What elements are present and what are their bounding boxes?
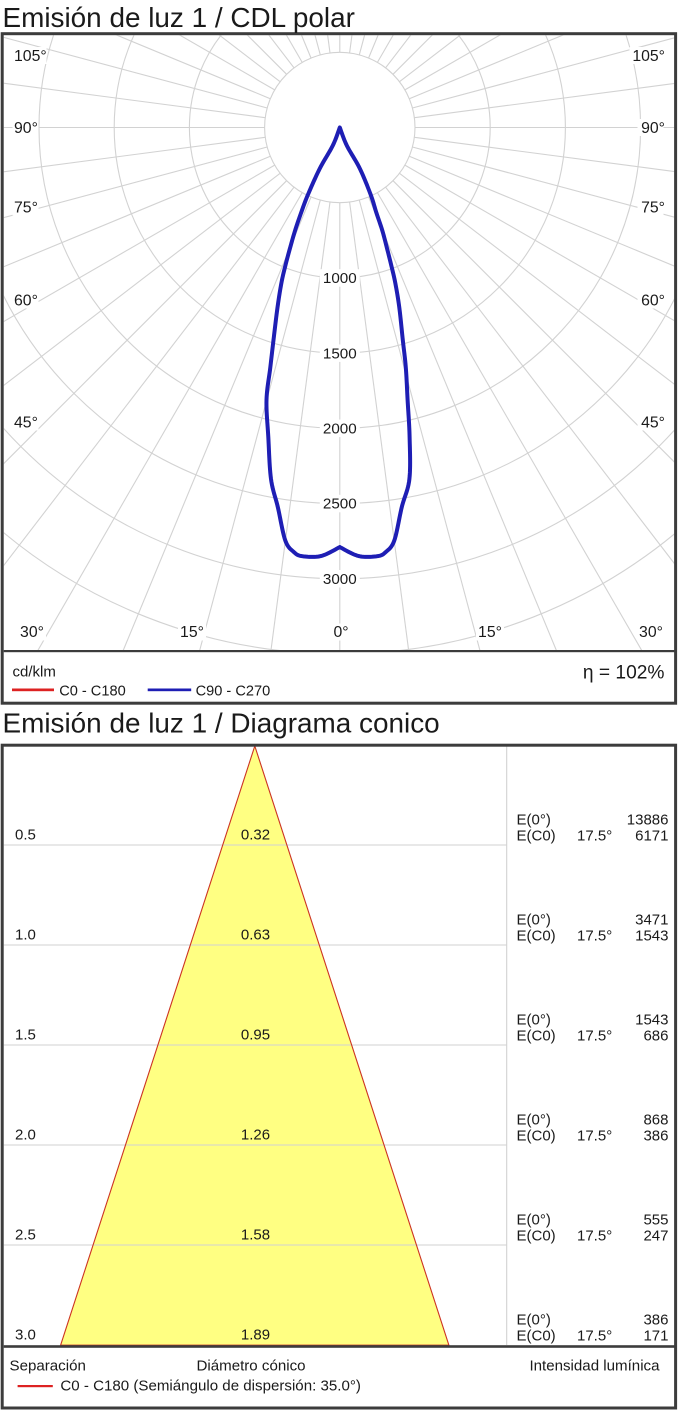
svg-text:1.58: 1.58 <box>241 1226 270 1243</box>
svg-text:η = 102%: η = 102% <box>583 663 665 684</box>
svg-text:17.5°: 17.5° <box>577 1228 612 1245</box>
svg-text:0.95: 0.95 <box>241 1026 270 1043</box>
svg-text:Emisión de luz 1 / Diagrama co: Emisión de luz 1 / Diagrama conico <box>3 708 440 739</box>
svg-text:1543: 1543 <box>635 1012 668 1029</box>
svg-text:2500: 2500 <box>323 496 357 513</box>
svg-text:60°: 60° <box>641 292 665 309</box>
svg-text:105°: 105° <box>632 48 665 65</box>
svg-text:0.32: 0.32 <box>241 826 270 843</box>
svg-text:Separación: Separación <box>10 1358 86 1375</box>
svg-text:E(0°): E(0°) <box>517 812 551 829</box>
svg-text:1.26: 1.26 <box>241 1126 270 1143</box>
svg-text:1500: 1500 <box>323 345 357 362</box>
svg-text:1000: 1000 <box>323 270 357 287</box>
svg-text:105°: 105° <box>14 48 47 65</box>
svg-text:E(C0): E(C0) <box>517 1228 556 1245</box>
svg-text:E(C0): E(C0) <box>517 1328 556 1345</box>
svg-text:1.89: 1.89 <box>241 1326 270 1343</box>
svg-text:90°: 90° <box>14 120 38 137</box>
svg-text:1543: 1543 <box>635 928 668 945</box>
svg-text:17.5°: 17.5° <box>577 928 612 945</box>
svg-text:17.5°: 17.5° <box>577 1028 612 1045</box>
svg-text:E(C0): E(C0) <box>517 1128 556 1145</box>
svg-text:2000: 2000 <box>323 421 357 438</box>
svg-text:3.0: 3.0 <box>15 1326 36 1343</box>
svg-text:2.5: 2.5 <box>15 1226 36 1243</box>
svg-text:E(0°): E(0°) <box>517 1212 551 1229</box>
svg-text:247: 247 <box>643 1228 668 1245</box>
svg-text:15°: 15° <box>180 624 204 641</box>
svg-text:386: 386 <box>643 1312 668 1329</box>
svg-text:30°: 30° <box>20 624 44 641</box>
svg-text:Emisión de luz 1 / CDL polar: Emisión de luz 1 / CDL polar <box>3 2 355 33</box>
svg-text:0.63: 0.63 <box>241 926 270 943</box>
svg-text:E(C0): E(C0) <box>517 828 556 845</box>
svg-text:90°: 90° <box>641 120 665 137</box>
svg-text:0°: 0° <box>333 624 348 641</box>
svg-text:868: 868 <box>643 1112 668 1129</box>
svg-text:75°: 75° <box>641 199 665 216</box>
svg-text:1.5: 1.5 <box>15 1026 36 1043</box>
svg-text:Diámetro cónico: Diámetro cónico <box>196 1358 305 1375</box>
svg-text:13886: 13886 <box>627 812 669 829</box>
svg-text:0.5: 0.5 <box>15 826 36 843</box>
svg-text:3000: 3000 <box>323 571 357 588</box>
svg-text:1.0: 1.0 <box>15 926 36 943</box>
svg-text:E(0°): E(0°) <box>517 912 551 929</box>
svg-text:E(0°): E(0°) <box>517 1312 551 1329</box>
svg-text:cd/klm: cd/klm <box>13 664 56 681</box>
svg-text:6171: 6171 <box>635 828 668 845</box>
svg-text:C90 - C270: C90 - C270 <box>196 683 271 699</box>
svg-text:686: 686 <box>643 1028 668 1045</box>
svg-text:555: 555 <box>643 1212 668 1229</box>
svg-text:386: 386 <box>643 1128 668 1145</box>
svg-text:45°: 45° <box>641 414 665 431</box>
svg-text:2.0: 2.0 <box>15 1126 36 1143</box>
svg-text:C0 - C180: C0 - C180 <box>59 683 126 699</box>
svg-text:E(C0): E(C0) <box>517 928 556 945</box>
svg-text:E(0°): E(0°) <box>517 1112 551 1129</box>
svg-text:75°: 75° <box>14 199 38 216</box>
svg-text:Intensidad lumínica: Intensidad lumínica <box>529 1358 660 1375</box>
svg-text:3471: 3471 <box>635 912 668 929</box>
svg-text:E(C0): E(C0) <box>517 1028 556 1045</box>
svg-text:17.5°: 17.5° <box>577 828 612 845</box>
svg-text:45°: 45° <box>14 414 38 431</box>
svg-text:60°: 60° <box>14 292 38 309</box>
svg-text:17.5°: 17.5° <box>577 1328 612 1345</box>
svg-text:C0 - C180 (Semiángulo de dispe: C0 - C180 (Semiángulo de dispersión: 35.… <box>60 1377 361 1394</box>
svg-text:E(0°): E(0°) <box>517 1012 551 1029</box>
svg-text:17.5°: 17.5° <box>577 1128 612 1145</box>
svg-text:30°: 30° <box>639 624 663 641</box>
svg-text:171: 171 <box>643 1328 668 1345</box>
svg-text:15°: 15° <box>478 624 502 641</box>
